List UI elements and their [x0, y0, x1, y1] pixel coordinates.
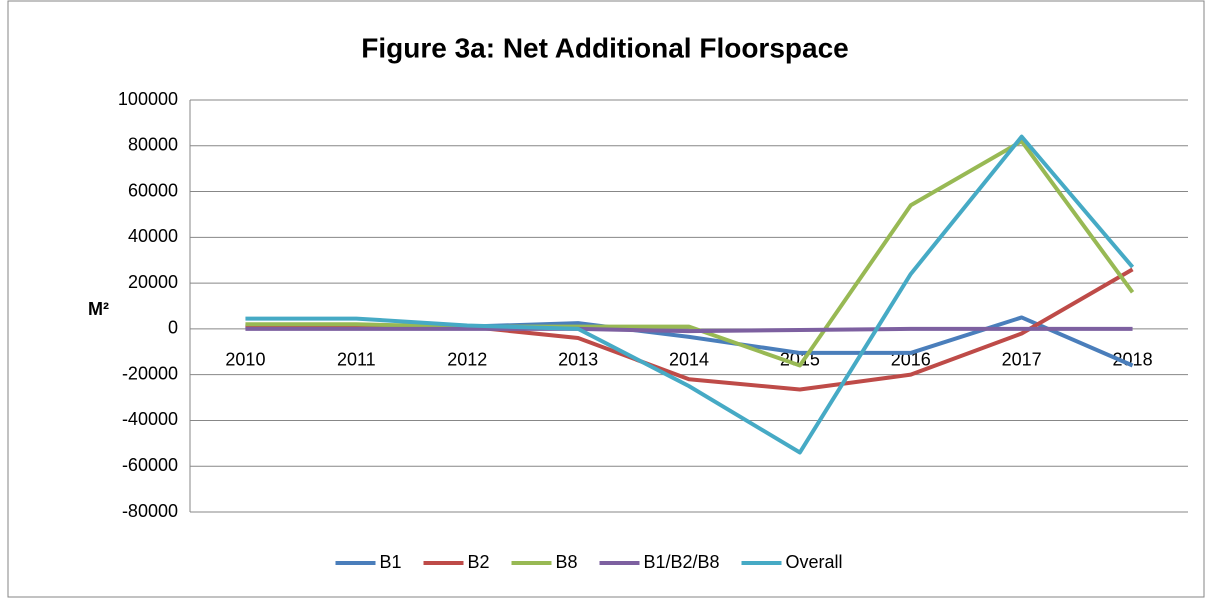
legend-label: B1/B2/B8 [644, 552, 720, 572]
y-tick-label: -20000 [122, 363, 178, 383]
series-line [245, 139, 1135, 368]
legend-label: Overall [786, 552, 843, 572]
x-tick-label: 2010 [225, 350, 265, 370]
series-line [245, 326, 1133, 334]
y-tick-label: 100000 [118, 89, 178, 109]
y-tick-label: -40000 [122, 409, 178, 429]
y-tick-label: 80000 [128, 135, 178, 155]
x-tick-label: 2011 [337, 350, 376, 370]
y-tick-label: -60000 [122, 455, 178, 475]
x-tick-label: 2018 [1113, 350, 1153, 370]
chart-title: Figure 3a: Net Additional Floorspace [361, 32, 848, 63]
x-tick-label: 2017 [1002, 350, 1042, 370]
y-axis-title: M² [88, 299, 109, 319]
legend-label: B2 [468, 552, 490, 572]
x-tick-label: 2012 [447, 350, 487, 370]
x-tick-label: 2014 [669, 350, 709, 370]
y-tick-label: 60000 [128, 180, 178, 200]
legend-label: B1 [380, 552, 402, 572]
y-tick-label: 0 [168, 318, 178, 338]
y-tick-label: 40000 [128, 226, 178, 246]
series-line [245, 134, 1135, 455]
y-tick-label: -80000 [122, 501, 178, 521]
x-tick-label: 2013 [558, 350, 598, 370]
chart-frame [7, 0, 1205, 598]
legend-label: B8 [556, 552, 578, 572]
y-tick-label: 20000 [128, 272, 178, 292]
